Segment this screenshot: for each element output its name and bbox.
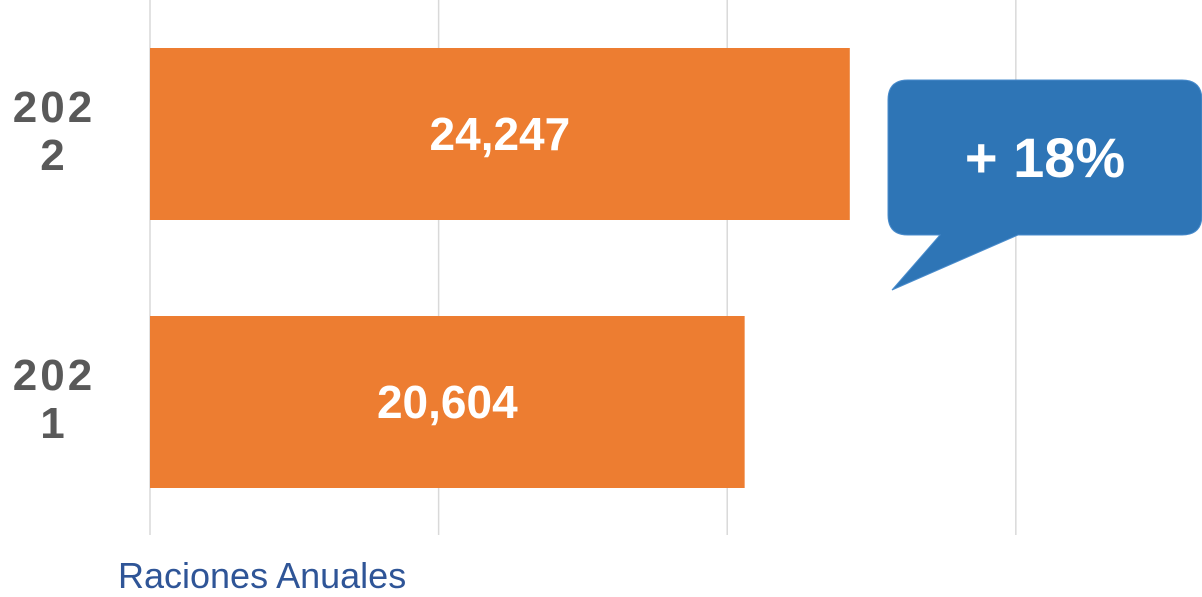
y-tick-label: 2021 [12,351,96,448]
bar [150,316,745,488]
bar-value-label: 24,247 [430,108,571,160]
x-axis-title: Raciones Anuales [118,555,407,596]
callout-bubble [887,79,1202,291]
callout-text: + 18% [964,126,1126,189]
y-tick-label: 2022 [12,83,96,180]
bar-value-label: 20,604 [377,376,518,428]
bar [150,48,850,220]
